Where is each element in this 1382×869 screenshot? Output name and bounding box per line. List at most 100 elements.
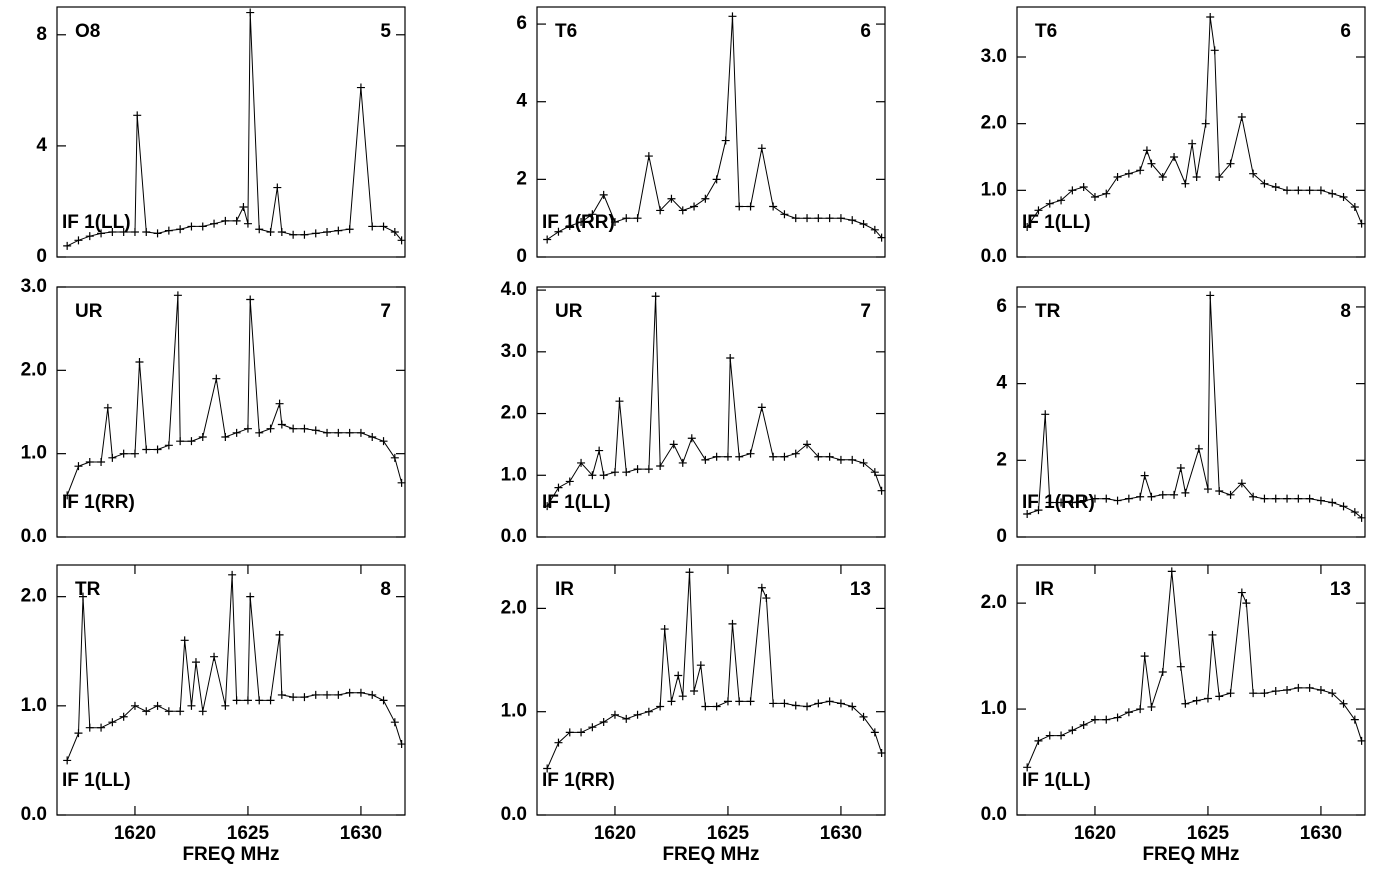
data-point (836, 699, 845, 708)
data-point (1158, 490, 1167, 499)
data-point (63, 491, 72, 500)
data-point (660, 625, 669, 634)
data-point (848, 455, 857, 464)
y-tick-label: 0.0 (501, 804, 527, 825)
y-tick-label: 6 (516, 13, 527, 34)
polarization-label: IF 1(LL) (542, 492, 611, 513)
data-point (723, 452, 732, 461)
y-tick-label: 0 (516, 246, 527, 267)
data-point (1023, 223, 1032, 231)
data-point (1328, 189, 1337, 198)
data-point (368, 433, 377, 441)
data-point (130, 701, 139, 710)
data-point (277, 420, 286, 429)
data-point (791, 449, 800, 458)
data-point (397, 740, 406, 749)
data-point (712, 175, 721, 184)
data-point (588, 210, 597, 219)
data-point (701, 702, 710, 711)
data-point (368, 690, 377, 699)
data-point (1260, 179, 1269, 188)
data-point (803, 702, 812, 711)
data-point (1226, 159, 1235, 168)
data-point (266, 696, 275, 705)
source-label: O8 (75, 21, 100, 42)
data-point (735, 697, 744, 706)
data-point (1192, 173, 1201, 181)
data-point (644, 707, 653, 716)
data-point (379, 222, 388, 231)
y-tick-label: 2.0 (21, 359, 47, 380)
data-point (1034, 736, 1043, 745)
data-point (1294, 186, 1303, 195)
data-point (1328, 498, 1337, 507)
data-point (289, 230, 298, 239)
data-point (300, 424, 309, 433)
data-point (678, 206, 687, 215)
data-point (74, 236, 83, 245)
data-point (1242, 599, 1251, 608)
data-point (1226, 490, 1235, 499)
data-point (1249, 169, 1258, 178)
data-point (836, 214, 845, 223)
data-point (221, 216, 230, 225)
data-point (615, 397, 624, 406)
data-point (669, 440, 678, 449)
data-point (1124, 169, 1133, 178)
data-point (311, 426, 320, 435)
data-point (633, 710, 642, 719)
data-point (142, 707, 151, 716)
data-point (1305, 683, 1314, 692)
x-tick-label: 1630 (820, 823, 862, 844)
data-point (153, 701, 162, 710)
data-point (803, 214, 812, 223)
data-point (746, 697, 755, 706)
plot-frame (1016, 6, 1366, 258)
data-point (390, 228, 399, 236)
data-point (1237, 113, 1246, 121)
x-axis-label: FREQ MHz (1142, 844, 1239, 865)
data-point (1271, 183, 1280, 191)
data-point (644, 152, 653, 161)
x-tick-label: 1630 (340, 823, 382, 844)
data-point (1294, 683, 1303, 692)
data-point (85, 723, 94, 732)
data-point (859, 458, 868, 467)
data-point (633, 214, 642, 223)
data-point (1188, 139, 1197, 148)
data-point (622, 468, 631, 477)
data-point (1136, 166, 1145, 175)
y-tick-label: 1.0 (981, 179, 1007, 200)
data-point (1316, 686, 1325, 694)
data-point (164, 441, 173, 450)
plot-frame (1016, 564, 1366, 816)
data-point (153, 445, 162, 454)
polarization-label: IF 1(LL) (1022, 770, 1091, 791)
data-point (1215, 692, 1224, 701)
data-point (1136, 705, 1145, 714)
data-point (300, 230, 309, 239)
y-tick-label: 2.0 (21, 586, 47, 607)
data-point (1294, 494, 1303, 503)
data-point (690, 687, 699, 696)
data-point (1339, 193, 1348, 201)
polarization-label: IF 1(LL) (62, 212, 131, 233)
spectrum-line (546, 16, 882, 240)
spectrum-line (66, 12, 402, 247)
data-point (599, 718, 608, 727)
data-point (1057, 731, 1066, 740)
data-point (119, 449, 128, 458)
x-tick-label: 1620 (594, 823, 636, 844)
data-point (289, 693, 298, 702)
data-point (1170, 490, 1179, 499)
x-tick-label: 1630 (1300, 823, 1342, 844)
data-point (814, 214, 823, 223)
data-point (176, 707, 185, 716)
data-point (543, 235, 552, 244)
number-label: 8 (380, 579, 391, 600)
data-point (1045, 498, 1054, 507)
data-point (780, 699, 789, 708)
data-point (1102, 189, 1111, 198)
data-point (757, 403, 766, 412)
data-point (176, 437, 185, 446)
